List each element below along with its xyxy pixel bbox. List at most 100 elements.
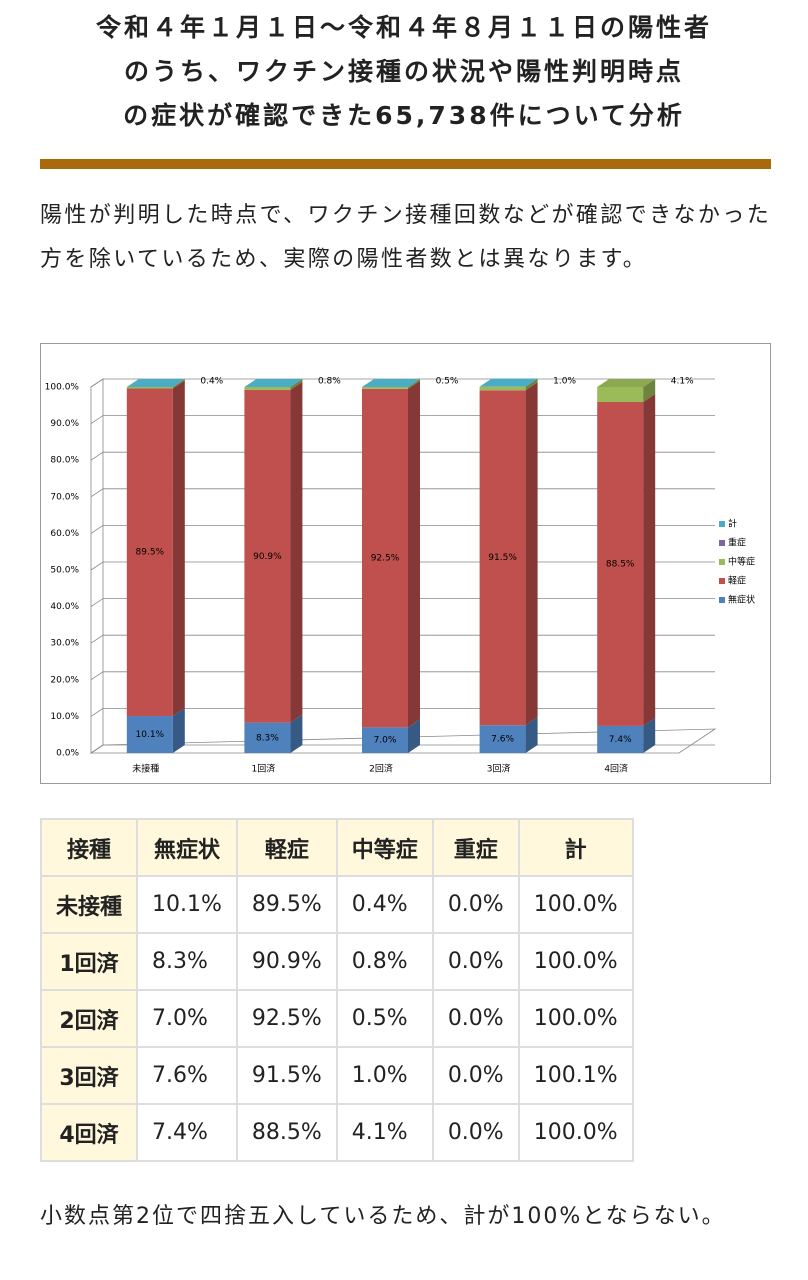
header-cell: 無症状	[136, 818, 238, 877]
cell: 90.9%	[235, 932, 338, 991]
bar-side	[525, 378, 538, 391]
legend-swatch	[719, 597, 725, 603]
legend-label: 重症	[728, 537, 746, 549]
table-row: 未接種 10.1% 89.5% 0.4% 0.0% 100.0%	[39, 875, 634, 934]
bar-side	[525, 717, 538, 753]
cell: 7.0%	[136, 989, 238, 1048]
bar-top	[244, 379, 303, 387]
data-label: 1.0%	[553, 377, 576, 387]
bar-side	[408, 379, 420, 389]
bar-side	[172, 380, 185, 717]
bar-segment	[479, 386, 526, 391]
data-label: 8.3%	[256, 733, 279, 743]
cell: 0.0%	[431, 932, 520, 991]
data-label: 0.8%	[318, 377, 341, 387]
legend-swatch	[719, 559, 725, 565]
table-row: 2回済 7.0% 92.5% 0.5% 0.0% 100.0%	[39, 989, 634, 1048]
data-label: 7.4%	[609, 735, 632, 745]
bar-side	[408, 380, 420, 728]
data-label: 89.5%	[136, 548, 165, 558]
y-tick-label: 20.0%	[50, 675, 79, 685]
x-tick-label: 1回済	[252, 763, 276, 775]
data-label: 7.6%	[491, 735, 514, 745]
bar-side	[172, 379, 185, 389]
header-cell: 軽症	[235, 818, 338, 877]
chart-frame: 0.0% 10.0% 20.0% 30.0% 40.0% 50.0% 60.0% 70.0% 8…	[40, 343, 771, 784]
bar-segment	[126, 387, 173, 389]
y-tick-label: 10.0%	[50, 712, 79, 722]
y-tick-label: 90.0%	[50, 419, 79, 429]
cell: 91.5%	[235, 1046, 338, 1105]
bar-segment	[244, 722, 291, 753]
heading-line: 令和４年１月１日～令和４年８月１１日の陽性者	[95, 13, 712, 42]
bar-side	[408, 719, 420, 753]
cell: 100.0%	[517, 875, 634, 934]
note: 陽性が判明した時点で、ワクチン接種回数などが確認できなかった方を除いているため、…	[40, 203, 772, 272]
heading: 令和４年１月１日～令和４年８月１１日の陽性者 のうち、ワクチン接種の状況や陽性判…	[0, 6, 808, 138]
bar-top	[597, 379, 656, 387]
y-tick-label: 50.0%	[50, 566, 79, 576]
data-label: 0.5%	[436, 377, 459, 387]
y-tick-label: 100.0%	[45, 383, 80, 393]
bar-segment	[479, 390, 526, 726]
row-header: 2回済	[39, 989, 139, 1048]
row-header: 3回済	[39, 1046, 139, 1105]
table-body: 未接種 10.1% 89.5% 0.4% 0.0% 100.0% 1回済 8.3% 90.9% 0…	[39, 875, 634, 1162]
row-header: 4回済	[39, 1103, 139, 1162]
bar-segment	[126, 388, 173, 717]
legend-label: 軽症	[728, 575, 746, 587]
bar-segment	[126, 716, 173, 753]
row-header: 1回済	[39, 932, 139, 991]
bar-side	[643, 379, 656, 403]
y-tick-label: 70.0%	[50, 492, 79, 502]
x-tick-label: 未接種	[132, 763, 159, 775]
cell: 8.3%	[136, 932, 238, 991]
cell: 92.5%	[235, 989, 338, 1048]
cell: 0.0%	[431, 875, 520, 934]
header-cell: 重症	[431, 818, 520, 877]
bar-segment	[244, 387, 291, 390]
cell: 100.0%	[517, 932, 634, 991]
cell: 0.8%	[335, 932, 434, 991]
x-tick-label: 4回済	[604, 763, 628, 775]
data-table: 接種 無症状 軽症 中等症 重症計 未接種 10.1% 89.5% 0.4% 0.0% 100.0…	[39, 818, 634, 1162]
cell: 100.0%	[517, 989, 634, 1048]
cell: 4.1%	[335, 1103, 434, 1162]
legend-label: 無症状	[728, 594, 755, 606]
bar-side	[290, 379, 303, 390]
legend-swatch	[719, 540, 725, 546]
data-label: 7.0%	[374, 736, 397, 746]
data-label: 10.1%	[136, 730, 165, 740]
y-tick-label: 0.0%	[56, 749, 79, 759]
data-label: 0.4%	[200, 377, 223, 387]
bar-top	[362, 379, 420, 387]
header-cell: 中等症	[335, 818, 434, 877]
x-tick-label: 2回済	[369, 763, 393, 775]
bar-side	[643, 717, 656, 753]
chart: 0.0% 10.0% 20.0% 30.0% 40.0% 50.0% 60.0% 70.0% 8…	[45, 377, 755, 775]
data-label: 91.5%	[488, 553, 517, 563]
bar-top	[479, 378, 538, 387]
heading-line: のうち、ワクチン接種の状況や陽性判明時点	[123, 57, 684, 86]
table-row: 1回済 8.3% 90.9% 0.8% 0.0% 100.0%	[39, 932, 634, 991]
heading-line: の症状が確認できた65,738件について分析	[123, 101, 685, 130]
data-label: 90.9%	[253, 552, 282, 562]
cell: 1.0%	[335, 1046, 434, 1105]
legend-label: 中等症	[728, 556, 755, 568]
cell: 0.0%	[431, 1046, 520, 1105]
cell: 7.6%	[136, 1046, 238, 1105]
bar-side	[643, 394, 656, 726]
bar-segment	[362, 387, 408, 389]
footnote: 小数点第2位で四捨五入しているため、計が100%とならない。	[40, 1204, 726, 1229]
bar-segment	[244, 389, 291, 723]
cell: 100.0%	[517, 1103, 634, 1162]
bar-side	[290, 714, 303, 753]
legend-swatch	[719, 521, 725, 527]
legend-swatch	[719, 578, 725, 584]
cell: 10.1%	[136, 875, 238, 934]
cell: 7.4%	[136, 1103, 238, 1162]
bar-segment	[362, 727, 408, 753]
divider	[40, 159, 771, 169]
bar-segment	[597, 725, 644, 753]
bar-segment	[597, 402, 644, 726]
